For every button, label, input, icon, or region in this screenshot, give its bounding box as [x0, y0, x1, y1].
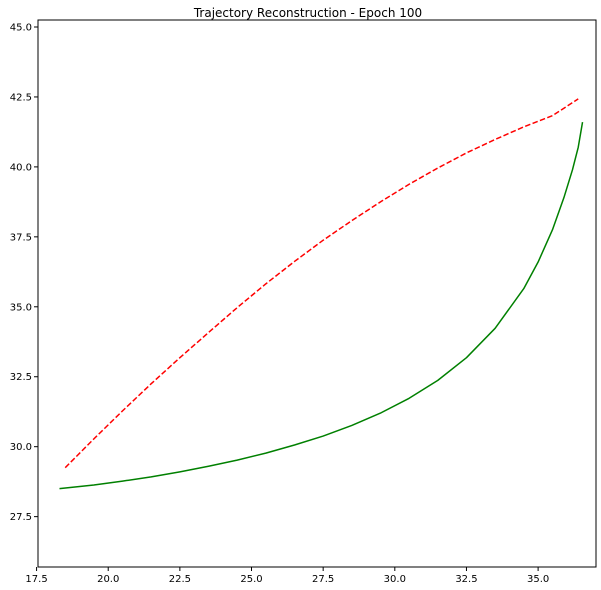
y-tick-label: 35.0 [10, 302, 32, 313]
x-tick-label: 25.0 [240, 574, 262, 585]
series-layer [59, 98, 584, 490]
series-line-dashed-red [64, 98, 579, 469]
x-tick-label: 22.5 [169, 574, 191, 585]
y-tick-label: 27.5 [10, 512, 32, 523]
y-tick-label: 32.5 [10, 372, 32, 383]
x-tick-label: 20.0 [97, 574, 119, 585]
x-tick-label: 30.0 [384, 574, 406, 585]
x-tick-label: 27.5 [312, 574, 334, 585]
y-tick-label: 45.0 [10, 22, 32, 33]
y-axis: 27.5 30.0 32.5 35.0 37.5 40.0 42.5 45.0 [10, 22, 38, 523]
x-tick-label: 35.0 [527, 574, 549, 585]
x-axis: 17.5 20.0 22.5 25.0 27.5 30.0 32.5 35.0 [25, 567, 549, 585]
x-tick-label: 17.5 [25, 574, 47, 585]
y-tick-label: 30.0 [10, 442, 32, 453]
y-tick-label: 37.5 [10, 232, 32, 243]
plot-area [37, 19, 597, 568]
y-tick-label: 42.5 [10, 92, 32, 103]
series-line-solid-green [59, 122, 584, 490]
chart-title: Trajectory Reconstruction - Epoch 100 [193, 6, 422, 20]
x-tick-label: 32.5 [455, 574, 477, 585]
y-tick-label: 40.0 [10, 162, 32, 173]
